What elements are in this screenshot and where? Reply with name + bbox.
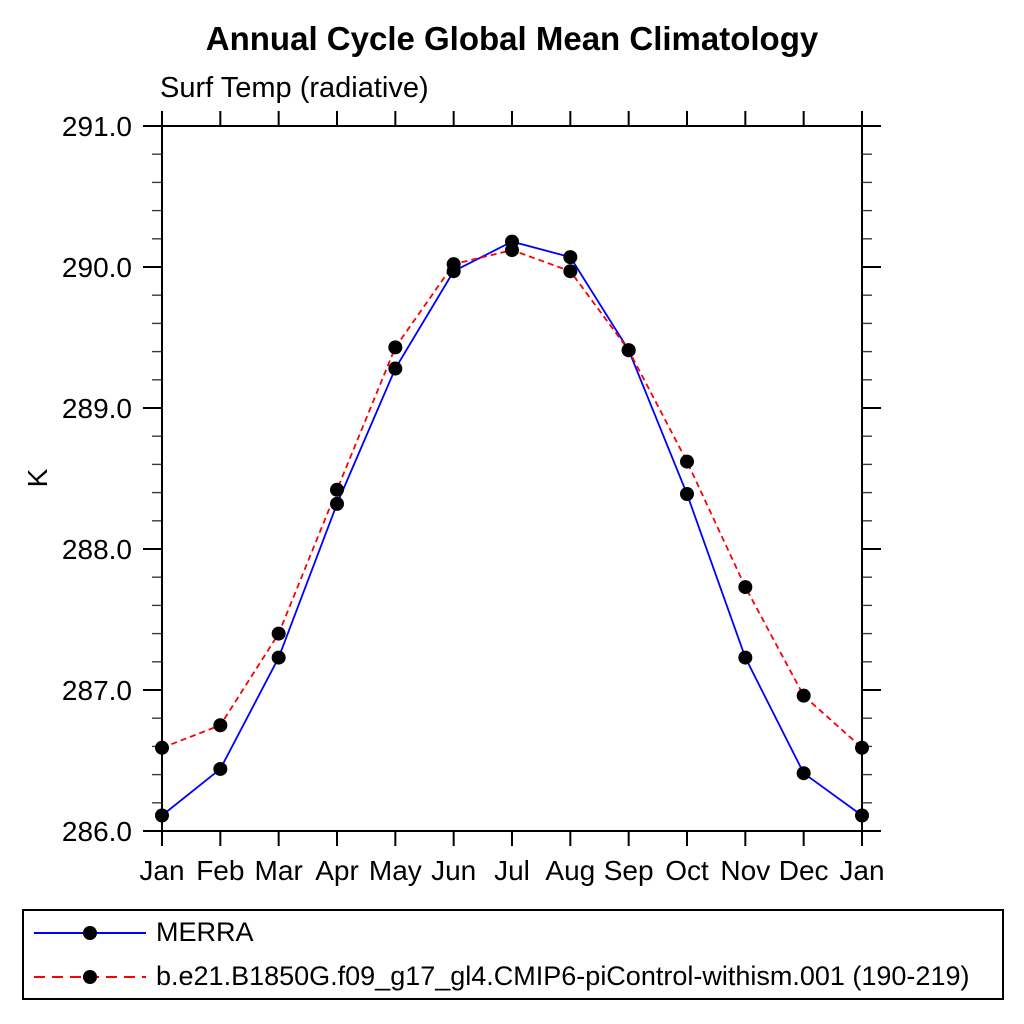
data-point-marker [855, 740, 869, 755]
legend: MERRA b.e21.B1850G.f09_g17_gl4.CMIP6-piC… [22, 909, 1004, 1000]
data-point-marker [330, 482, 344, 497]
data-point-marker [738, 580, 753, 595]
chart-subtitle: Surf Temp (radiative) [160, 72, 429, 104]
data-point-marker [271, 650, 286, 665]
data-point-marker [213, 761, 228, 776]
x-tick-label: Oct [665, 855, 709, 886]
series-line [161, 240, 863, 817]
data-point-marker [563, 250, 578, 265]
data-point-marker [213, 718, 228, 733]
data-point-marker [796, 688, 811, 703]
chart-title: Annual Cycle Global Mean Climatology [205, 20, 819, 57]
x-tick-label: Apr [315, 855, 359, 886]
x-tick-label: Jan [139, 855, 184, 886]
data-point-marker [505, 243, 519, 258]
data-point-marker [330, 496, 344, 511]
data-point-marker [796, 766, 811, 781]
data-point-marker [155, 740, 169, 755]
y-tick-label: 288.0 [62, 534, 132, 565]
data-point-marker [738, 650, 753, 665]
legend-item-merra: MERRA [30, 914, 1002, 952]
x-tick-label: Sep [604, 855, 654, 886]
y-tick-label: 286.0 [62, 816, 132, 847]
legend-label-merra: MERRA [156, 917, 254, 947]
legend-item-model: b.e21.B1850G.f09_g17_gl4.CMIP6-piControl… [30, 958, 1002, 996]
y-tick-label: 289.0 [62, 393, 132, 424]
data-point-marker [388, 361, 403, 376]
x-tick-label: Jan [839, 855, 884, 886]
legend-label-model: b.e21.B1850G.f09_g17_gl4.CMIP6-piControl… [156, 961, 970, 991]
x-tick-label: Dec [779, 855, 829, 886]
series-line [161, 249, 863, 749]
data-point-marker [621, 343, 636, 358]
data-point-marker [271, 626, 286, 641]
x-tick-label: Jun [431, 855, 476, 886]
x-tick-label: Mar [255, 855, 303, 886]
x-tick-label: Jul [494, 855, 530, 886]
x-tick-label: May [369, 855, 422, 886]
y-tick-label: 291.0 [62, 111, 132, 142]
data-point-marker [680, 487, 694, 502]
data-point-marker [563, 264, 578, 279]
data-point-marker [446, 257, 461, 272]
y-tick-label: 290.0 [62, 252, 132, 283]
y-tick-label: 287.0 [62, 675, 132, 706]
x-tick-label: Feb [196, 855, 244, 886]
x-tick-label: Nov [720, 855, 770, 886]
data-point-marker [680, 454, 694, 469]
data-point-marker [855, 808, 869, 823]
merra-line-sample-icon [34, 925, 146, 940]
data-point-marker [388, 340, 403, 355]
data-point-marker [155, 808, 169, 823]
x-tick-label: Aug [545, 855, 595, 886]
model-line-sample-icon [34, 969, 146, 984]
annual-cycle-chart: 286.0 287.0 288.0 289.0 290.0 291.0 Jan Feb Mar A… [62, 111, 885, 886]
